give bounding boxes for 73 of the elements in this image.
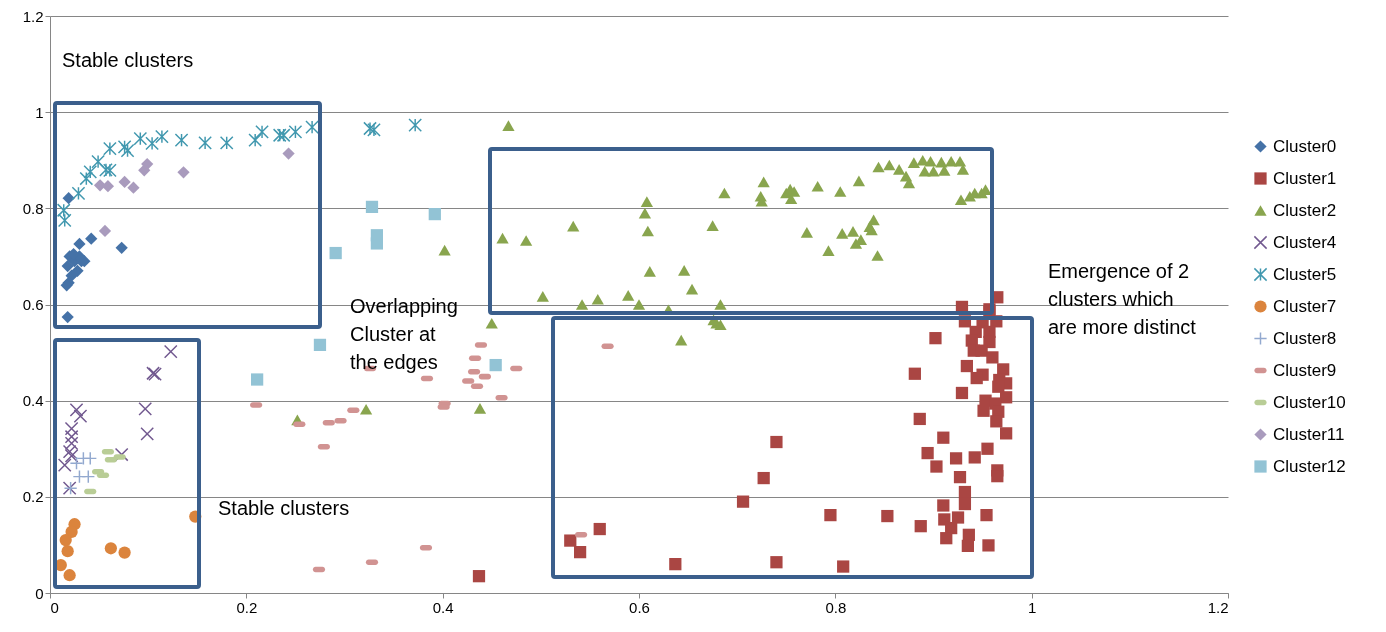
point	[73, 237, 86, 251]
x-tick-label: 0.8	[825, 598, 847, 616]
x-tick-label: 0.4	[432, 598, 454, 616]
y-tick-label: 1	[35, 103, 44, 121]
point	[164, 344, 178, 359]
y-tick-label: 0.2	[22, 488, 44, 506]
point	[85, 232, 98, 245]
point	[141, 157, 154, 171]
point	[103, 142, 117, 156]
x-tick-label: 0.6	[629, 598, 650, 616]
point	[73, 409, 88, 423]
point	[155, 130, 169, 144]
point	[138, 402, 152, 416]
y-tick-label: 0	[35, 584, 44, 602]
point	[145, 136, 159, 151]
x-tick-label: 1	[1027, 598, 1037, 616]
point	[127, 181, 140, 194]
legend-label: Cluster7	[1273, 296, 1337, 316]
point	[83, 165, 97, 179]
point	[63, 569, 76, 582]
point	[59, 534, 72, 547]
point	[70, 457, 83, 470]
point	[61, 310, 74, 324]
point	[313, 338, 327, 352]
y-tick-label: 1.2	[22, 7, 44, 25]
legend-label: Cluster4	[1273, 232, 1337, 252]
x-tick-label: 0.2	[236, 598, 258, 616]
point	[282, 147, 295, 160]
legend-label: Cluster9	[1273, 360, 1337, 380]
point	[329, 246, 342, 260]
x-tick-label: 0	[50, 598, 59, 616]
point	[428, 207, 441, 221]
point	[98, 224, 112, 238]
y-tick-label: 0.6	[22, 296, 44, 313]
point	[65, 269, 78, 282]
point	[140, 427, 154, 441]
y-tick-label: 0.8	[22, 199, 44, 217]
point	[118, 175, 131, 189]
legend-label: Cluster0	[1273, 136, 1337, 156]
point	[365, 200, 379, 214]
point	[101, 180, 115, 193]
point	[118, 546, 131, 559]
legend-label: Cluster10	[1273, 392, 1346, 412]
annotation: Emergence of 2 clusters which are more distinct	[1048, 259, 1197, 340]
point	[58, 458, 72, 472]
annotation: Overlapping Cluster at the edges	[350, 294, 459, 375]
y-tick-label: 0.4	[22, 392, 44, 410]
legend-label: Cluster12	[1273, 456, 1346, 476]
point	[99, 163, 113, 177]
point	[115, 241, 128, 254]
point	[177, 166, 190, 179]
point	[62, 192, 75, 205]
point	[57, 203, 71, 217]
legend-label: Cluster1	[1273, 168, 1337, 188]
legend-label: Cluster8	[1273, 328, 1337, 348]
point	[370, 237, 384, 250]
point	[305, 120, 319, 134]
legend-label: Cluster2	[1273, 200, 1337, 220]
point	[255, 125, 269, 139]
annotation: Stable clusters	[218, 496, 351, 521]
legend-label: Cluster5	[1273, 264, 1337, 284]
point	[251, 373, 264, 386]
annotation: Stable clusters	[62, 48, 195, 73]
point	[408, 118, 422, 132]
x-tick-label: 1.2	[1207, 598, 1229, 616]
point	[104, 542, 117, 555]
point	[61, 259, 74, 273]
point	[367, 123, 381, 137]
point	[248, 133, 262, 147]
point	[61, 545, 74, 558]
legend-label: Cluster11	[1273, 424, 1345, 444]
point	[198, 136, 212, 150]
point	[489, 358, 502, 372]
